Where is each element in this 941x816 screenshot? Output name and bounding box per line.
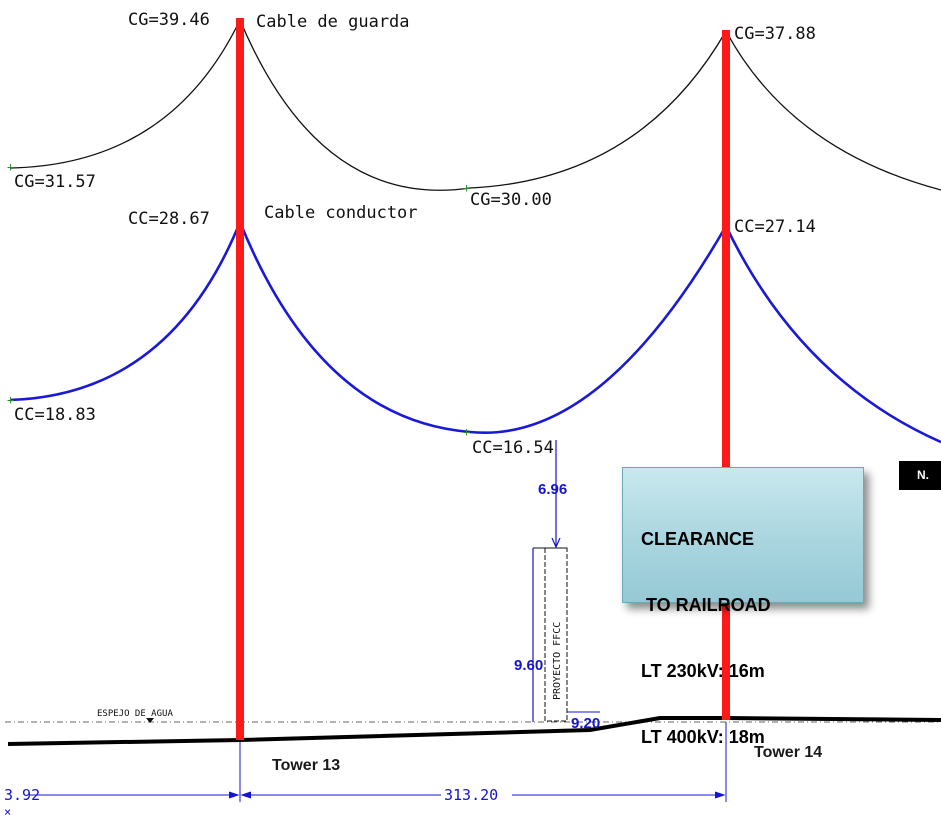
span-left-arrow	[228, 791, 240, 799]
label-cg-tower13: CG=39.46	[128, 10, 210, 30]
span-main-value: 313.20	[444, 786, 498, 804]
callout-line-3: LT 230kV: 16m	[641, 661, 765, 681]
tower-14-label: Tower 14	[754, 744, 822, 761]
marker-cg-mid: +	[463, 181, 470, 195]
axis-marker-icon: ×	[4, 805, 11, 816]
corner-tag: N.	[899, 461, 941, 490]
ground-profile	[7, 716, 941, 746]
dim-clearance-value: 6.96	[538, 481, 567, 498]
callout-line-1: CLEARANCE	[641, 529, 755, 549]
conductor-cable-span-right	[724, 225, 941, 444]
label-cable-guard: Cable de guarda	[256, 12, 410, 32]
span-main-arrow-left	[240, 791, 252, 799]
span-left-value: 3.92	[4, 786, 40, 804]
conductor-cable-span-main	[238, 221, 728, 435]
clearance-callout: CLEARANCE TO RAILROAD LT 230kV: 16m LT 4…	[622, 467, 864, 747]
marker-cg-left: +	[7, 160, 14, 174]
dim-ffcc-height-value: 9.60	[514, 657, 543, 674]
water-mirror-symbol	[146, 718, 154, 723]
label-cc-tower13: CC=28.67	[128, 209, 210, 229]
label-cable-conductor: Cable conductor	[264, 203, 418, 223]
label-cc-left: CC=18.83	[14, 405, 96, 425]
tower-13-label: Tower 13	[272, 757, 340, 774]
callout-line-2: TO RAILROAD	[641, 595, 771, 615]
guard-cable-span-main	[239, 19, 727, 191]
guard-cable-span-left	[9, 19, 241, 169]
callout-line-4: LT 400kV: 18m	[641, 727, 765, 747]
label-cg-tower14: CG=37.88	[734, 24, 816, 44]
label-cc-tower14: CC=27.14	[734, 217, 816, 237]
water-mirror-label: ESPEJO DE AGUA	[97, 709, 173, 719]
dim-ffcc-base-value: 9.20	[571, 715, 600, 732]
label-cc-mid: CC=16.54	[472, 438, 554, 458]
conductor-cable-span-left	[9, 221, 242, 402]
dim-clearance-arrow	[551, 537, 561, 549]
label-cg-mid: CG=30.00	[470, 190, 552, 210]
ffcc-project-label: PROYECTO FFCC	[552, 622, 563, 700]
span-main-arrow-right	[714, 791, 726, 799]
label-cg-left: CG=31.57	[14, 172, 96, 192]
marker-cc-mid: +	[463, 425, 470, 439]
guard-cable-span-right	[725, 30, 941, 191]
marker-cc-left: +	[7, 393, 14, 407]
